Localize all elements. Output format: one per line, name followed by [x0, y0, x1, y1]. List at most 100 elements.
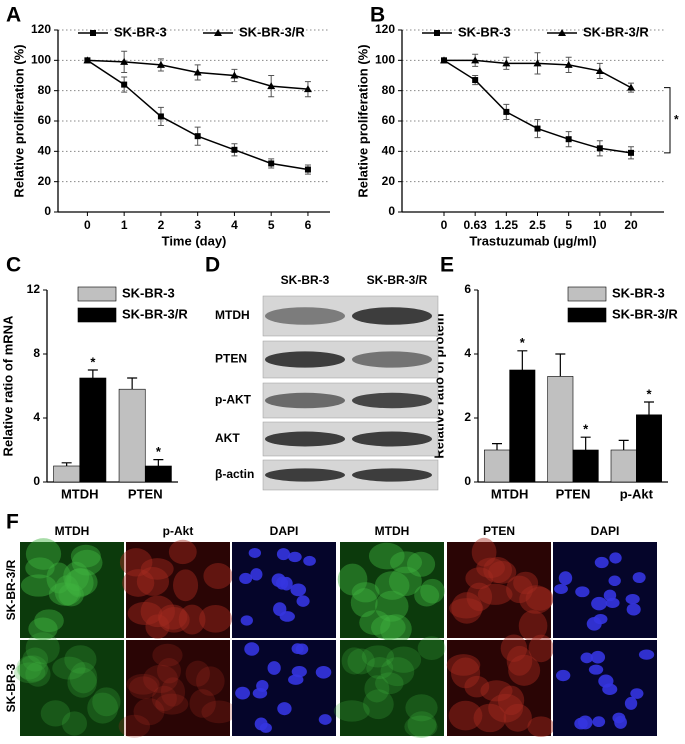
- bar: [547, 376, 574, 483]
- cell: [296, 595, 310, 607]
- cell: [556, 669, 571, 682]
- cell: [483, 556, 513, 584]
- legend-label: SK-BR-3: [114, 24, 167, 39]
- legend-label: SK-BR-3: [612, 285, 665, 300]
- x-axis-label: Time (day): [162, 233, 227, 248]
- cell: [364, 675, 390, 703]
- significance: *: [674, 112, 679, 126]
- micrograph: [553, 542, 657, 638]
- panel-label: D: [205, 254, 220, 277]
- cell: [528, 634, 554, 663]
- cell: [420, 578, 445, 604]
- error-bar: [644, 401, 654, 415]
- cell: [449, 598, 484, 619]
- cell: [558, 571, 573, 586]
- cell: [67, 667, 97, 698]
- cell: [450, 657, 481, 689]
- cell: [527, 716, 555, 738]
- cell: [374, 571, 410, 600]
- significance: *: [90, 354, 96, 369]
- image-column-label: MTDH: [375, 524, 410, 538]
- blot-band: [352, 468, 432, 482]
- cell: [488, 560, 517, 584]
- cell: [173, 569, 199, 602]
- bar: [509, 369, 536, 483]
- marker: [564, 60, 573, 68]
- cell: [519, 585, 553, 614]
- y-tick-label: 4: [464, 346, 471, 360]
- blot-column-label: SK-BR-3: [281, 273, 330, 287]
- cell: [500, 634, 528, 662]
- cell: [407, 711, 437, 738]
- y-tick-label: 4: [33, 410, 40, 424]
- error-bar: [153, 459, 164, 466]
- y-tick-label: 8: [33, 346, 40, 360]
- legend-label: SK-BR-3/R: [583, 24, 649, 39]
- cell: [155, 693, 189, 715]
- cell: [632, 572, 646, 584]
- cell: [203, 563, 233, 589]
- cell: [14, 662, 46, 684]
- marker: [595, 66, 604, 74]
- cell: [594, 556, 609, 569]
- cell: [592, 716, 606, 728]
- marker: [267, 82, 276, 90]
- marker: [627, 83, 635, 91]
- legend-swatch: [77, 307, 117, 323]
- error-bar: [580, 436, 591, 450]
- cell: [280, 576, 293, 591]
- cell: [196, 666, 225, 696]
- marker: [230, 71, 239, 79]
- cell: [58, 583, 84, 607]
- micrograph: [447, 640, 551, 736]
- legend-label: SK-BR-3: [458, 24, 511, 39]
- error-bar: [517, 350, 528, 370]
- cell: [256, 679, 269, 692]
- image-column-label: DAPI: [270, 524, 299, 538]
- micrograph: [447, 542, 551, 638]
- y-tick-label: 0: [464, 474, 471, 488]
- error-bar: [127, 377, 138, 390]
- blot-band: [352, 392, 432, 409]
- cell: [156, 658, 181, 684]
- blot-row-label: AKT: [215, 431, 240, 445]
- micrograph: [232, 640, 336, 736]
- cell: [61, 711, 88, 736]
- cell: [630, 688, 644, 699]
- cell: [158, 606, 190, 633]
- cell: [608, 575, 621, 587]
- legend-marker: [558, 29, 566, 36]
- cell: [259, 722, 272, 733]
- cell: [25, 632, 60, 665]
- blot-band: [352, 307, 432, 325]
- bar: [610, 449, 637, 483]
- significance: *: [646, 386, 652, 401]
- blot-row-label: p-AKT: [215, 393, 252, 407]
- cell: [417, 636, 446, 661]
- panel-label: A: [6, 4, 21, 27]
- cell: [580, 652, 594, 664]
- legend-label: SK-BR-3: [122, 285, 175, 300]
- cell: [341, 647, 367, 675]
- bar: [572, 449, 599, 483]
- cell: [466, 582, 493, 612]
- micrograph: [126, 640, 230, 736]
- cell: [380, 614, 412, 645]
- cell: [157, 604, 188, 630]
- blot-band: [265, 307, 345, 325]
- bar: [53, 465, 81, 483]
- x-tick-label: 5: [565, 218, 572, 232]
- x-tick-label: 1: [121, 218, 128, 232]
- y-tick-label: 100: [375, 53, 395, 67]
- marker: [472, 77, 479, 84]
- cell: [303, 555, 316, 566]
- cell: [70, 544, 101, 568]
- cell: [71, 549, 103, 576]
- y-tick-label: 0: [33, 474, 40, 488]
- bar: [79, 377, 107, 483]
- cell: [590, 650, 606, 664]
- cell: [605, 597, 620, 609]
- marker: [596, 145, 603, 152]
- cell: [386, 646, 422, 673]
- x-tick-label: 0: [441, 218, 448, 232]
